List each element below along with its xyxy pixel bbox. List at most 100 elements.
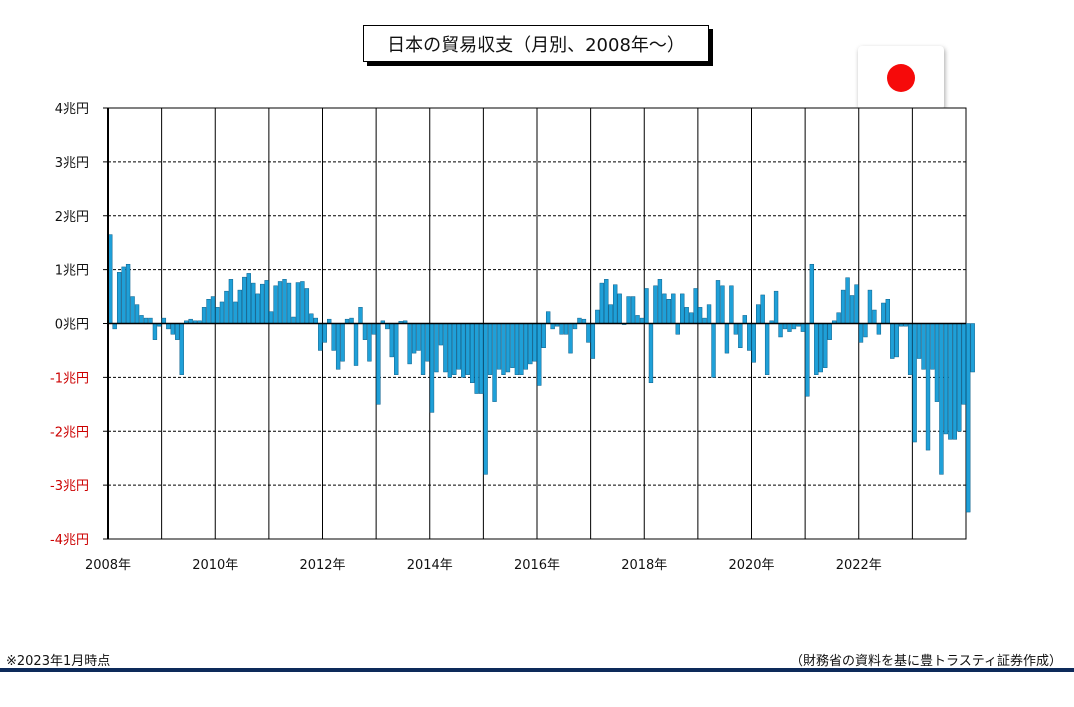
bar bbox=[478, 323, 484, 394]
bar bbox=[885, 299, 890, 324]
bar bbox=[858, 323, 864, 343]
bar bbox=[487, 323, 493, 375]
bar bbox=[134, 304, 140, 324]
bar bbox=[764, 323, 770, 375]
bar bbox=[863, 323, 868, 338]
bar bbox=[505, 323, 511, 373]
chart-title: 日本の貿易収支（月別、2008年～） bbox=[363, 25, 709, 62]
bar bbox=[662, 293, 667, 324]
japan-flag-icon bbox=[858, 46, 944, 110]
bar bbox=[259, 283, 265, 324]
bar bbox=[666, 299, 672, 324]
bar bbox=[809, 263, 815, 324]
x-tick-label: 2018年 bbox=[621, 558, 667, 573]
x-tick-label: 2014年 bbox=[407, 558, 453, 573]
bar bbox=[970, 323, 975, 373]
bar bbox=[125, 263, 131, 324]
y-tick-label: -4兆円 bbox=[50, 533, 89, 548]
bar bbox=[849, 295, 855, 324]
bar bbox=[778, 323, 783, 338]
bar bbox=[653, 285, 658, 324]
bar bbox=[925, 323, 931, 451]
footnote: ※2023年1月時点 bbox=[6, 654, 111, 669]
bar bbox=[733, 323, 739, 335]
x-tick-label: 2010年 bbox=[192, 558, 238, 573]
y-tick-label: 0兆円 bbox=[55, 318, 89, 333]
bar bbox=[371, 323, 377, 335]
bar bbox=[273, 285, 278, 324]
bar bbox=[470, 323, 475, 384]
bar bbox=[331, 323, 336, 351]
bar bbox=[501, 323, 506, 375]
bar bbox=[921, 323, 926, 370]
bar bbox=[563, 323, 569, 335]
bar bbox=[353, 323, 359, 366]
bar bbox=[747, 323, 752, 351]
bar bbox=[492, 323, 497, 402]
bar bbox=[805, 323, 810, 397]
bar bbox=[930, 323, 935, 370]
bar bbox=[456, 323, 461, 370]
bar bbox=[680, 293, 685, 324]
bar bbox=[438, 323, 444, 346]
bar bbox=[514, 323, 520, 375]
bar bbox=[528, 323, 533, 365]
bar bbox=[447, 323, 453, 378]
bar bbox=[429, 323, 435, 413]
x-tick-label: 2022年 bbox=[836, 558, 882, 573]
bar bbox=[246, 273, 251, 324]
bar bbox=[595, 309, 600, 324]
bar bbox=[362, 323, 368, 340]
bar bbox=[912, 323, 917, 443]
bar bbox=[304, 288, 310, 324]
bar bbox=[952, 323, 958, 440]
bar bbox=[545, 311, 551, 324]
bar bbox=[635, 315, 640, 324]
bar bbox=[604, 279, 609, 324]
bar bbox=[148, 317, 153, 324]
bar bbox=[389, 323, 394, 358]
bar bbox=[961, 323, 966, 405]
bar bbox=[568, 323, 573, 354]
bar bbox=[845, 277, 850, 324]
bar bbox=[688, 312, 694, 324]
bar bbox=[237, 289, 243, 324]
bar bbox=[152, 323, 158, 340]
bar bbox=[452, 323, 457, 375]
bar bbox=[760, 294, 765, 324]
bar bbox=[465, 323, 470, 375]
bar bbox=[671, 293, 676, 324]
bar bbox=[143, 317, 149, 324]
bar bbox=[854, 284, 859, 324]
bar bbox=[617, 293, 622, 324]
bar bbox=[461, 323, 466, 378]
bar bbox=[121, 266, 126, 324]
bar bbox=[532, 323, 537, 362]
bar bbox=[255, 293, 260, 324]
y-tick-label: 1兆円 bbox=[55, 264, 89, 279]
flag-circle bbox=[887, 64, 915, 92]
y-tick-label: 3兆円 bbox=[55, 156, 89, 171]
bar bbox=[282, 279, 287, 324]
bar bbox=[613, 284, 618, 324]
bar bbox=[572, 323, 578, 330]
bar bbox=[939, 323, 944, 475]
bar bbox=[742, 315, 747, 324]
bar bbox=[724, 323, 730, 354]
bar bbox=[823, 323, 828, 368]
source-note: （財務省の資料を基に豊トラスティ証券作成） bbox=[790, 654, 1062, 669]
bar bbox=[510, 323, 515, 368]
bar bbox=[773, 290, 779, 324]
bar bbox=[116, 272, 122, 324]
bar bbox=[295, 282, 301, 324]
bottom-rule bbox=[0, 668, 1074, 672]
bar bbox=[420, 323, 426, 375]
x-tick-label: 2012年 bbox=[299, 558, 345, 573]
bar bbox=[385, 323, 390, 330]
bar bbox=[559, 323, 564, 335]
bar bbox=[483, 323, 488, 475]
bar bbox=[206, 299, 211, 324]
bar bbox=[537, 323, 542, 386]
bar bbox=[291, 316, 296, 324]
